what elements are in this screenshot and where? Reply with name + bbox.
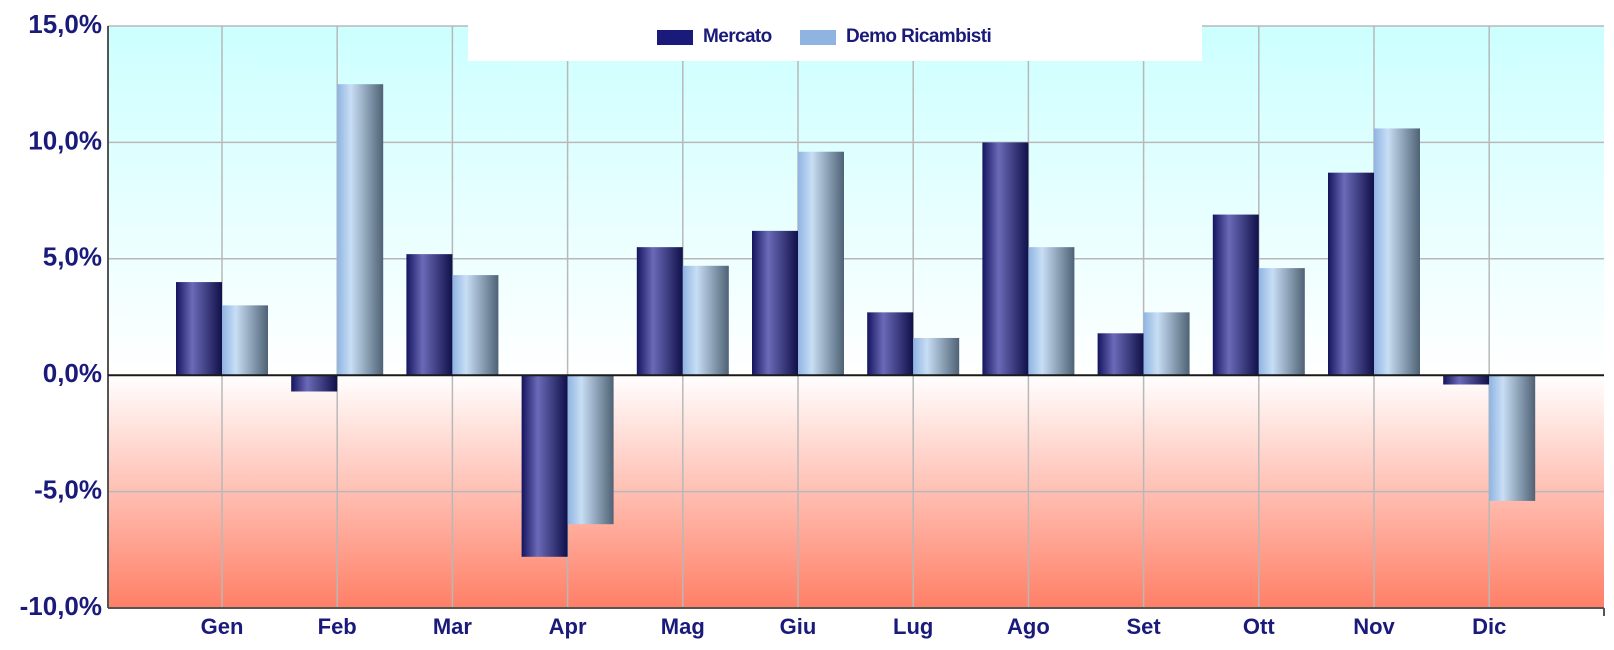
bar-demo-ricambisti-gen (222, 305, 268, 376)
bar-mercato-giu (752, 230, 798, 376)
x-tick-label: Lug (893, 614, 933, 639)
x-tick-label: Apr (549, 614, 587, 639)
x-tick-label: Feb (318, 614, 357, 639)
bar-demo-ricambisti-nov (1374, 128, 1420, 376)
y-tick-label: 15,0% (28, 9, 102, 39)
y-tick-label: -5,0% (34, 474, 102, 504)
y-tick-label: 5,0% (43, 242, 102, 272)
bar-mercato-lug (867, 312, 914, 376)
bar-demo-ricambisti-mag (682, 265, 729, 376)
bars (176, 84, 1536, 557)
bar-demo-ricambisti-apr (567, 375, 614, 525)
x-tick-label: Gen (201, 614, 244, 639)
bar-mercato-nov (1328, 172, 1374, 376)
bar-demo-ricambisti-set (1143, 312, 1190, 376)
bar-demo-ricambisti-lug (913, 337, 960, 376)
axes (107, 26, 1605, 616)
bar-mercato-ago (982, 142, 1029, 376)
bar-demo-ricambisti-ott (1258, 268, 1305, 376)
x-tick-label: Giu (780, 614, 817, 639)
bar-mercato-mar (406, 254, 453, 376)
x-tick-label: Mar (433, 614, 473, 639)
bar-demo-ricambisti-dic (1489, 375, 1536, 501)
bar-mercato-gen (176, 282, 222, 376)
y-tick-label: -10,0% (20, 591, 102, 621)
bar-demo-ricambisti-giu (798, 151, 844, 376)
x-tick-label: Nov (1353, 614, 1395, 639)
y-tick-label: 0,0% (43, 358, 102, 388)
legend-swatch-demo-ricambisti (800, 30, 836, 45)
legend-label-mercato: Mercato (703, 26, 772, 47)
legend-swatch-mercato (657, 30, 693, 45)
y-tick-label: 10,0% (28, 125, 102, 155)
bar-mercato-feb (291, 375, 338, 392)
bar-mercato-set (1097, 333, 1144, 376)
y-axis-ticks: 15,0% 10,0% 5,0% 0,0% -5,0% -10,0% (20, 9, 102, 621)
x-tick-label: Ago (1007, 614, 1050, 639)
bar-mercato-apr (521, 375, 568, 557)
legend-label-demo-ricambisti: Demo Ricambisti (846, 26, 991, 47)
bar-demo-ricambisti-feb (337, 84, 384, 376)
bar-demo-ricambisti-mar (452, 275, 499, 376)
bar-mercato-ott (1212, 214, 1259, 376)
bar-mercato-mag (636, 247, 683, 376)
x-axis-ticks: Gen Feb Mar Apr Mag Giu Lug Ago Set Ott Nov Dic (201, 614, 1507, 639)
x-tick-label: Set (1126, 614, 1161, 639)
bar-demo-ricambisti-ago (1028, 247, 1075, 376)
x-tick-label: Ott (1243, 614, 1275, 639)
legend: Mercato Demo Ricambisti (468, 22, 1202, 61)
x-tick-label: Mag (661, 614, 705, 639)
x-tick-label: Dic (1472, 614, 1506, 639)
bar-mercato-dic (1443, 375, 1490, 385)
